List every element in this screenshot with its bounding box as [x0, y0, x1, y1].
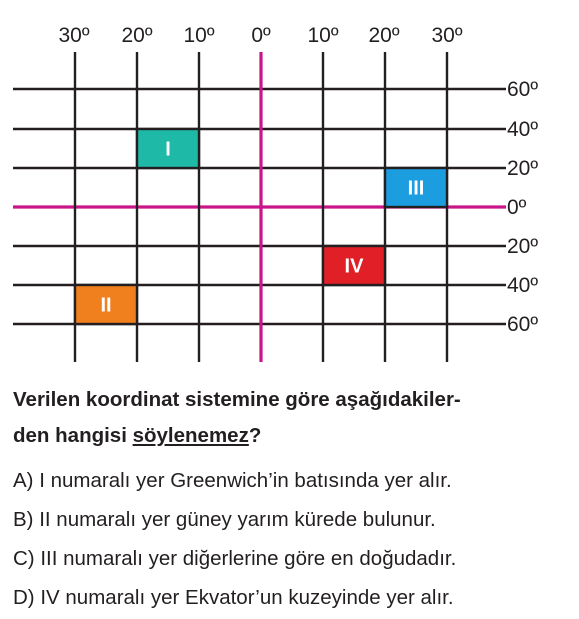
region-iv-box [321, 244, 387, 287]
region-iii-label: III [408, 178, 425, 200]
longitude-labels: 30º 20º 10º 0º 10º 20º 30º [58, 24, 462, 47]
longitude-label: 0º [251, 24, 271, 47]
region-ii-label: II [100, 295, 111, 317]
region-i-box [135, 127, 201, 170]
longitude-label: 30º [58, 24, 89, 47]
option-d[interactable]: D) IV numaralı yer Ekvator’un kuzeyinde … [13, 578, 579, 617]
option-text: IV numaralı yer Ekvator’un kuzeyinde yer… [40, 586, 454, 609]
option-text: III numaralı yer diğerlerine göre en doğ… [40, 547, 457, 570]
region-iv-label: IV [345, 256, 365, 278]
region-iii-box [383, 166, 449, 209]
option-a[interactable]: A) I numaralı yer Greenwich’in batısında… [13, 461, 579, 500]
option-letter: D) [13, 586, 35, 609]
latitude-label: 60º [507, 78, 538, 101]
latitude-label: 40º [507, 274, 538, 297]
option-text: II numaralı yer güney yarım kürede bulun… [39, 508, 436, 531]
longitude-label: 30º [431, 24, 462, 47]
question-underlined-word: söylenemez [132, 424, 249, 447]
latitude-label: 20º [507, 235, 538, 258]
latitude-label: 60º [507, 313, 538, 336]
question-line-1: Verilen koordinat sistemine göre aşağıda… [13, 388, 461, 411]
longitude-label: 10º [307, 24, 338, 47]
longitude-label: 20º [368, 24, 399, 47]
option-b[interactable]: B) II numaralı yer güney yarım kürede bu… [13, 500, 579, 539]
question-text: Verilen koordinat sistemine göre aşağıda… [13, 382, 573, 454]
region-i-label: I [165, 139, 171, 161]
longitude-label: 10º [183, 24, 214, 47]
latitude-label: 0º [507, 196, 527, 219]
latitude-labels: 60º 40º 20º 0º 20º 40º 60º [507, 78, 538, 336]
question-line-2-prefix: den hangisi [13, 424, 133, 447]
option-c[interactable]: C) III numaralı yer diğerlerine göre en … [13, 539, 579, 578]
latitude-label: 40º [507, 118, 538, 141]
option-letter: A) [13, 469, 34, 492]
latitude-label: 20º [507, 157, 538, 180]
answer-options: A) I numaralı yer Greenwich’in batısında… [13, 461, 579, 617]
option-text: I numaralı yer Greenwich’in batısında ye… [39, 469, 452, 492]
option-letter: B) [13, 508, 34, 531]
option-letter: C) [13, 547, 35, 570]
question-line-2-suffix: ? [248, 424, 262, 447]
region-ii-box [73, 283, 139, 326]
longitude-label: 20º [121, 24, 152, 47]
